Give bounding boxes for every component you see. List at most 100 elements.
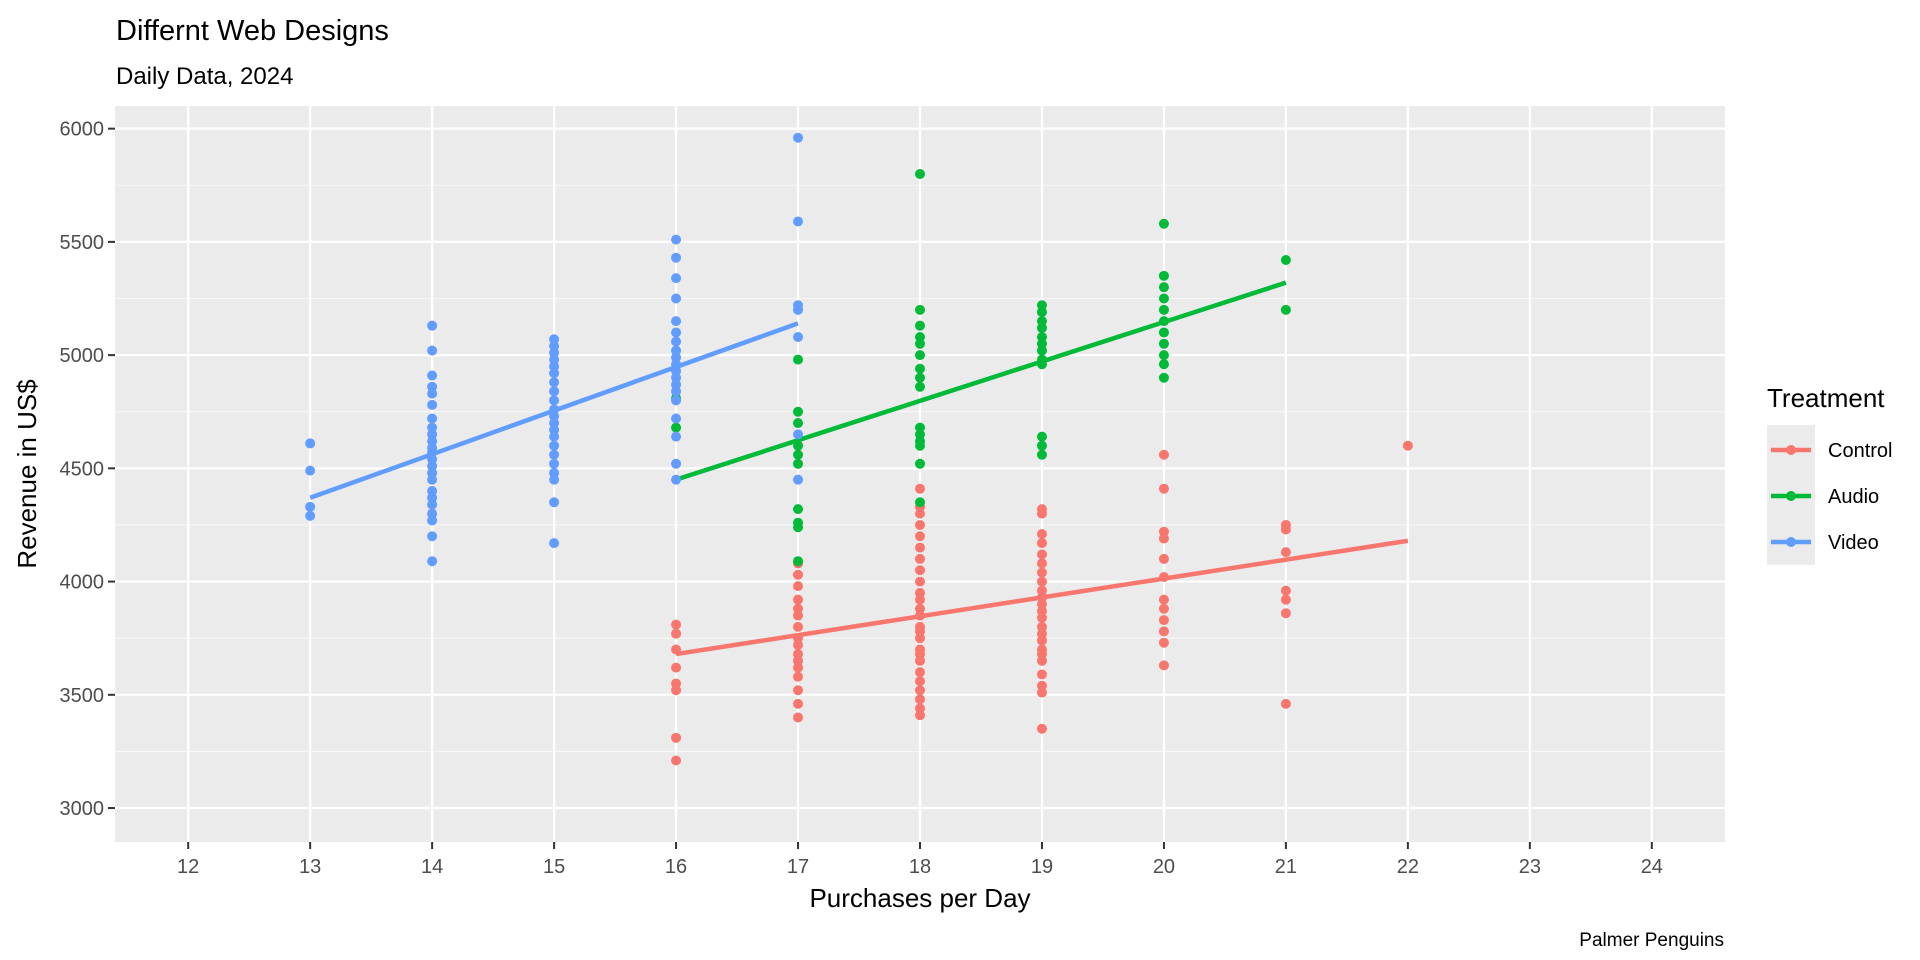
video-point bbox=[549, 395, 560, 406]
control-point bbox=[1158, 626, 1169, 637]
video-point bbox=[427, 370, 438, 381]
x-tick-label: 21 bbox=[1275, 856, 1297, 878]
control-point bbox=[671, 732, 682, 743]
legend-title: Treatment bbox=[1767, 383, 1885, 413]
control-point bbox=[915, 667, 925, 678]
video-point bbox=[671, 252, 682, 263]
legend-label-video: Video bbox=[1828, 532, 1879, 554]
video-point bbox=[671, 413, 682, 424]
control-point bbox=[1036, 687, 1047, 698]
control-point bbox=[671, 755, 682, 766]
control-point bbox=[1036, 529, 1047, 540]
control-point bbox=[793, 712, 804, 723]
control-point bbox=[1158, 553, 1169, 564]
video-point bbox=[549, 386, 560, 397]
audio-point bbox=[1158, 316, 1169, 327]
x-axis-ticks: 12 13 14 15 16 17 18 19 20 21 22 23 24 bbox=[177, 842, 1663, 878]
audio-point bbox=[915, 168, 925, 179]
audio-point bbox=[1158, 282, 1169, 293]
control-point bbox=[915, 710, 925, 721]
control-point bbox=[793, 685, 804, 696]
control-point bbox=[671, 644, 682, 655]
video-point bbox=[671, 458, 682, 469]
control-point bbox=[1280, 524, 1291, 535]
x-tick-label: 24 bbox=[1641, 856, 1663, 878]
control-point bbox=[915, 508, 925, 519]
audio-point bbox=[1158, 359, 1169, 370]
x-tick-label: 14 bbox=[421, 856, 443, 878]
control-point bbox=[1158, 637, 1169, 648]
control-point bbox=[1158, 603, 1169, 614]
audio-point bbox=[915, 440, 925, 451]
control-point bbox=[1158, 660, 1169, 671]
control-point bbox=[1280, 594, 1291, 605]
video-point bbox=[671, 386, 682, 397]
chart-subtitle: Daily Data, 2024 bbox=[116, 63, 293, 90]
video-point bbox=[549, 377, 560, 388]
audio-point bbox=[793, 354, 804, 365]
control-point bbox=[915, 483, 925, 494]
audio-point bbox=[915, 350, 925, 361]
audio-point bbox=[793, 418, 804, 429]
control-point bbox=[1158, 449, 1169, 460]
y-tick-label: 5000 bbox=[60, 345, 105, 367]
control-point bbox=[1036, 576, 1047, 587]
control-point bbox=[1036, 538, 1047, 549]
video-point bbox=[671, 316, 682, 327]
audio-point bbox=[793, 504, 804, 515]
video-point bbox=[549, 440, 560, 451]
video-point bbox=[549, 497, 560, 508]
control-point bbox=[915, 542, 925, 553]
video-point bbox=[671, 431, 682, 442]
audio-point bbox=[1036, 449, 1047, 460]
audio-point bbox=[793, 440, 804, 451]
x-tick-label: 22 bbox=[1397, 856, 1419, 878]
audio-point bbox=[1158, 270, 1169, 281]
legend: Treatment Control Audio Video bbox=[1767, 383, 1892, 565]
audio-point bbox=[915, 458, 925, 469]
y-axis-title: Revenue in US$ bbox=[12, 379, 42, 569]
audio-point bbox=[1280, 304, 1291, 315]
audio-point bbox=[1036, 307, 1047, 318]
video-point bbox=[305, 465, 316, 476]
control-point bbox=[915, 594, 925, 605]
audio-point bbox=[1158, 372, 1169, 383]
video-point bbox=[549, 449, 560, 460]
x-tick-label: 23 bbox=[1519, 856, 1541, 878]
video-point bbox=[427, 515, 438, 526]
control-point bbox=[1036, 567, 1047, 578]
x-tick-label: 20 bbox=[1153, 856, 1175, 878]
y-axis-ticks: 3000 3500 4000 4500 5000 5500 6000 bbox=[60, 119, 115, 820]
control-point bbox=[915, 553, 925, 564]
y-tick-label: 4500 bbox=[60, 458, 105, 480]
y-tick-label: 3500 bbox=[60, 685, 105, 707]
y-tick-label: 3000 bbox=[60, 798, 105, 820]
video-point bbox=[793, 429, 804, 440]
control-point bbox=[1280, 585, 1291, 596]
audio-point bbox=[1280, 254, 1291, 265]
audio-point bbox=[1158, 338, 1169, 349]
x-tick-label: 12 bbox=[177, 856, 199, 878]
audio-point bbox=[915, 320, 925, 331]
control-point bbox=[1036, 669, 1047, 680]
video-point bbox=[671, 395, 682, 406]
y-tick-label: 5500 bbox=[60, 232, 105, 254]
control-point bbox=[671, 628, 682, 639]
x-tick-label: 18 bbox=[909, 856, 931, 878]
control-point bbox=[915, 685, 925, 696]
control-point bbox=[1036, 558, 1047, 569]
video-point bbox=[427, 413, 438, 424]
audio-point bbox=[793, 406, 804, 417]
audio-point bbox=[793, 449, 804, 460]
control-point bbox=[915, 655, 925, 666]
control-point bbox=[793, 581, 804, 592]
video-point bbox=[793, 132, 804, 143]
x-tick-label: 17 bbox=[787, 856, 809, 878]
y-tick-label: 6000 bbox=[60, 119, 105, 141]
control-point bbox=[915, 633, 925, 644]
control-point bbox=[671, 685, 682, 696]
control-point bbox=[915, 676, 925, 687]
control-point bbox=[793, 621, 804, 632]
legend-label-control: Control bbox=[1828, 440, 1892, 462]
